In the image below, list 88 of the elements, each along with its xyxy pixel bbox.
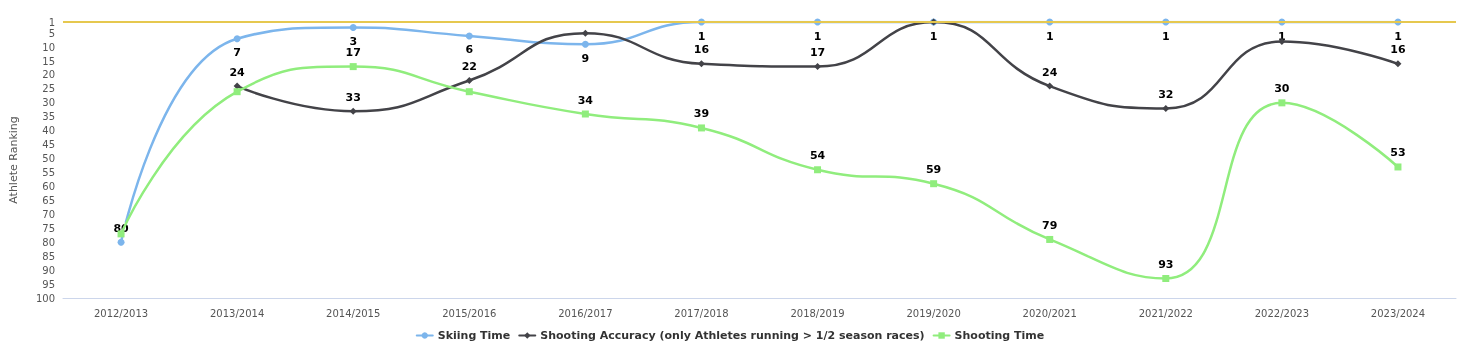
data-label: 32: [1158, 87, 1174, 101]
data-label: 33: [345, 90, 361, 104]
point: [1394, 163, 1402, 171]
point: [465, 32, 473, 40]
y-tick-label: 35: [42, 111, 55, 123]
y-tick-label: 70: [42, 208, 55, 220]
y-tick-label: 15: [42, 55, 55, 67]
point: [1162, 104, 1170, 112]
y-tick-label: 25: [42, 83, 55, 95]
point: [1046, 235, 1054, 243]
data-label: 1: [1045, 29, 1054, 43]
data-label: 22: [461, 60, 477, 74]
point: [814, 166, 822, 174]
x-tick-label: 2019/2020: [906, 307, 961, 319]
y-tick-label: 50: [42, 153, 55, 165]
data-label: 79: [1042, 218, 1058, 232]
point: [697, 60, 705, 68]
point: [697, 124, 705, 132]
point: [581, 29, 589, 37]
point: [930, 180, 938, 188]
point: [233, 35, 241, 43]
point: [465, 77, 473, 85]
data-label: 16: [1390, 43, 1406, 57]
point: [349, 63, 357, 71]
data-label: 1: [1161, 29, 1170, 43]
data-label: 17: [345, 46, 361, 60]
point: [581, 40, 589, 48]
x-tick-label: 2013/2014: [209, 307, 265, 319]
point: [349, 24, 357, 32]
data-label: 3: [349, 35, 358, 49]
x-tick-label: 2023/2024: [1370, 307, 1426, 319]
data-label: 54: [809, 149, 826, 163]
legend-label: Shooting Accuracy (only Athletes running > 1/2 season races): [540, 329, 925, 342]
data-label: 93: [1158, 257, 1174, 271]
data-label: 7: [233, 46, 241, 60]
legend-label: Skiing Time: [437, 329, 511, 342]
y-tick-label: 5: [48, 27, 55, 39]
data-label: 6: [465, 43, 474, 57]
point: [233, 88, 241, 96]
data-label: 17: [809, 46, 826, 60]
data-label: 34: [577, 93, 594, 107]
data-label: 1: [929, 29, 938, 43]
point: [1394, 60, 1402, 68]
data-label: 9: [581, 51, 590, 65]
y-axis-title: Athlete Ranking: [7, 116, 20, 204]
y-tick-label: 80: [42, 236, 55, 248]
data-label: 30: [1274, 82, 1290, 96]
point: [581, 110, 589, 118]
point: [1278, 99, 1286, 107]
x-tick-label: 2017/2018: [674, 307, 729, 319]
y-tick-label: 45: [42, 139, 55, 151]
data-label: 53: [1390, 146, 1406, 160]
data-label: 1: [1394, 29, 1402, 43]
y-tick-label: 95: [42, 278, 55, 290]
point: [814, 63, 822, 71]
point: [117, 238, 125, 246]
y-tick-label: 90: [42, 264, 55, 276]
x-tick-label: 2018/2019: [790, 307, 845, 319]
y-tick-label: 85: [42, 250, 55, 262]
data-label: 16: [693, 43, 710, 57]
data-label: 39: [693, 107, 710, 121]
y-tick-label: 40: [42, 125, 55, 137]
data-label: 1: [813, 29, 822, 43]
y-tick-label: 10: [42, 41, 55, 53]
y-tick-label: 1: [48, 16, 55, 28]
y-tick-label: 55: [42, 167, 55, 179]
point: [465, 88, 473, 96]
x-tick-label: 2015/2016: [442, 307, 497, 319]
x-tick-label: 2014/2015: [326, 307, 381, 319]
x-tick-label: 2021/2022: [1138, 307, 1193, 319]
y-tick-label: 100: [35, 292, 55, 304]
x-tick-label: 2022/2023: [1254, 307, 1310, 319]
point: [1162, 274, 1170, 282]
data-label: 59: [925, 163, 942, 177]
data-label: 24: [1042, 65, 1058, 79]
x-tick-label: 2020/2021: [1022, 307, 1077, 319]
legend-label: Shooting Time: [954, 329, 1045, 342]
point: [1046, 82, 1054, 90]
data-label: 1: [697, 29, 706, 43]
x-tick-label: 2012/2013: [93, 307, 149, 319]
y-tick-label: 65: [42, 194, 55, 206]
point: [349, 107, 357, 115]
y-tick-label: 75: [42, 222, 55, 234]
y-tick-label: 60: [42, 180, 55, 192]
y-tick-label: 20: [42, 69, 55, 81]
x-tick-label: 2016/2017: [558, 307, 613, 319]
y-tick-label: 30: [42, 97, 55, 109]
data-label: 24: [229, 65, 246, 79]
